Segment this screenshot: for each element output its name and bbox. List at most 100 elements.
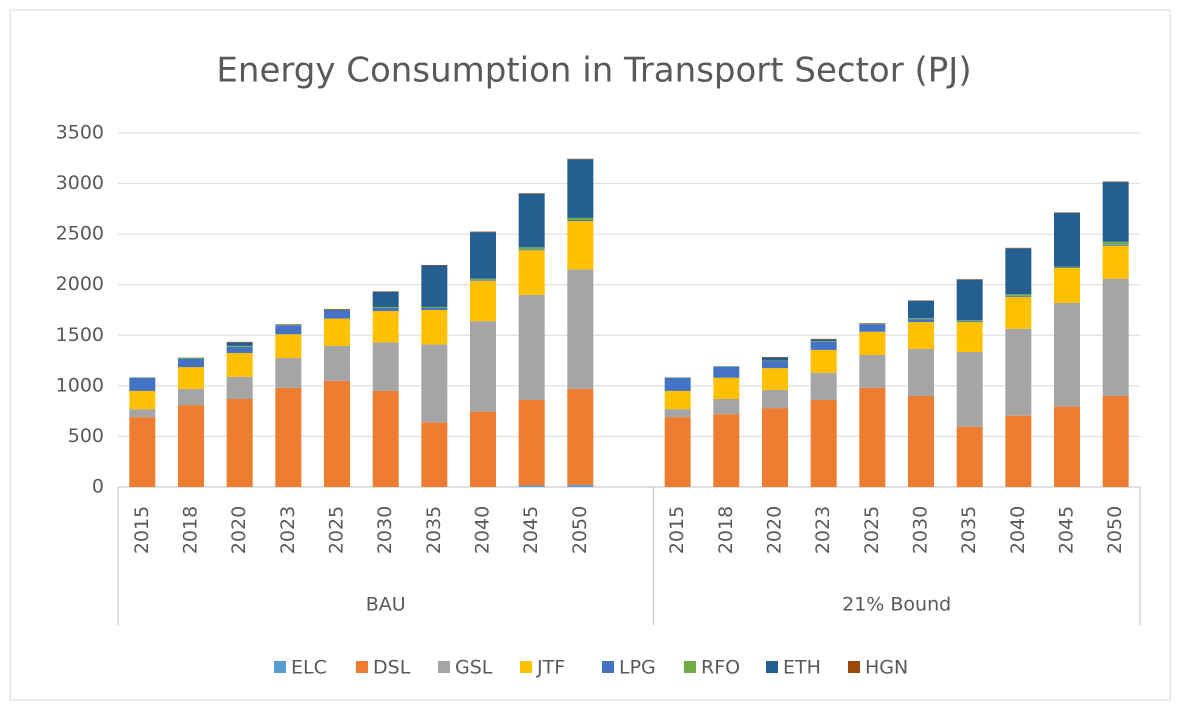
bar-segment <box>226 346 253 353</box>
bar-segment <box>859 331 886 356</box>
bar-segment <box>372 291 399 292</box>
bar-segment <box>470 411 496 487</box>
bar-segment <box>275 358 302 388</box>
x-tick-label: 2020 <box>764 506 786 554</box>
bar-segment <box>810 349 837 373</box>
bar-segment <box>275 387 302 487</box>
y-tick-label: 3500 <box>56 122 104 144</box>
bar-segment <box>178 405 204 487</box>
legend-swatch <box>520 661 532 673</box>
bar-segment <box>1054 302 1080 407</box>
y-tick-label: 1500 <box>56 324 104 346</box>
bar-segment <box>713 366 740 378</box>
bar-segment <box>421 344 448 423</box>
bar-segment <box>1005 247 1032 249</box>
bar-segment <box>1054 406 1080 487</box>
bar-segment <box>1102 245 1129 279</box>
y-tick-label: 1000 <box>56 374 104 396</box>
bar-segment <box>421 264 448 266</box>
bar-segment <box>664 409 691 418</box>
bar-segment <box>178 358 204 368</box>
bar-segment <box>1054 267 1080 269</box>
legend-swatch <box>438 661 450 673</box>
bar-segment <box>567 388 594 485</box>
bar-segment <box>859 323 886 325</box>
x-tick-label: 2040 <box>1007 506 1029 554</box>
bar-segment <box>664 377 691 378</box>
bar-segment <box>762 357 788 358</box>
bar-segment <box>1102 181 1129 183</box>
bar-segment <box>518 294 545 401</box>
bar-segment <box>518 193 545 194</box>
bar-segment <box>518 250 545 295</box>
bar-segment <box>908 318 934 320</box>
x-tick-label: 2023 <box>812 506 834 554</box>
bar-segment <box>421 306 448 308</box>
legend-label: RFO <box>701 657 740 679</box>
bar-segment <box>275 324 302 325</box>
bar-segment <box>518 247 545 250</box>
x-tick-label: 2030 <box>910 506 932 554</box>
bar-segment <box>518 193 545 248</box>
bar-segment <box>859 355 886 388</box>
y-tick-label: 2500 <box>56 223 104 245</box>
bar-segment <box>713 414 740 487</box>
y-tick-label: 0 <box>92 476 104 498</box>
bar-segment <box>518 400 545 486</box>
bar-segment <box>567 484 594 487</box>
legend-label: ELC <box>291 657 327 679</box>
bar-segment <box>908 300 934 301</box>
chart-title: Energy Consumption in Transport Sector (… <box>216 51 971 91</box>
bar-segment <box>1102 395 1129 487</box>
bar-segment <box>908 300 934 319</box>
bar-segment <box>1054 268 1080 303</box>
bar-segment <box>956 322 983 352</box>
bar-segment <box>178 388 204 406</box>
bar-segment <box>421 422 448 487</box>
bar-segment <box>1102 182 1129 242</box>
bar-segment <box>226 342 253 346</box>
bar-segment <box>1005 296 1032 329</box>
bar-segment <box>226 345 253 347</box>
bar-segment <box>372 342 399 391</box>
group-label: BAU <box>366 594 406 616</box>
bar-segment <box>421 310 448 345</box>
bar-segment <box>810 341 837 342</box>
bar-segment <box>956 351 983 427</box>
bar-segment <box>470 278 496 280</box>
bar-segment <box>1054 212 1080 267</box>
x-tick-label: 2045 <box>1056 506 1078 554</box>
x-tick-label: 2018 <box>715 506 737 554</box>
bar-segment <box>470 321 496 412</box>
bar-segment <box>567 219 594 221</box>
bar-segment <box>567 220 594 270</box>
legend-swatch <box>684 661 696 673</box>
bar-segment <box>324 310 350 319</box>
bar-segment <box>372 390 399 487</box>
x-tick-label: 2035 <box>423 506 445 554</box>
bar-segment <box>762 361 788 369</box>
bar-segment <box>129 409 156 418</box>
bar-segment <box>470 232 496 279</box>
bar-segment <box>664 377 691 391</box>
x-tick-label: 2015 <box>666 506 688 554</box>
bar-segment <box>129 390 156 410</box>
bar-segment <box>908 348 934 396</box>
legend-label: ETH <box>783 657 821 679</box>
bar-segment <box>129 377 156 378</box>
x-tick-label: 2045 <box>520 506 542 554</box>
x-tick-label: 2015 <box>131 506 153 554</box>
bar-segment <box>518 485 545 487</box>
bar-segment <box>859 387 886 487</box>
bar-segment <box>567 217 594 220</box>
bar-segment <box>956 426 983 487</box>
bar-segment <box>470 279 496 281</box>
legend-label: GSL <box>455 657 493 679</box>
x-tick-label: 2025 <box>861 506 883 554</box>
x-tick-label: 2050 <box>569 506 591 554</box>
y-tick-label: 2000 <box>56 273 104 295</box>
bar-segment <box>956 320 983 322</box>
bar-segment <box>664 417 691 487</box>
x-tick-label: 2025 <box>326 506 348 554</box>
